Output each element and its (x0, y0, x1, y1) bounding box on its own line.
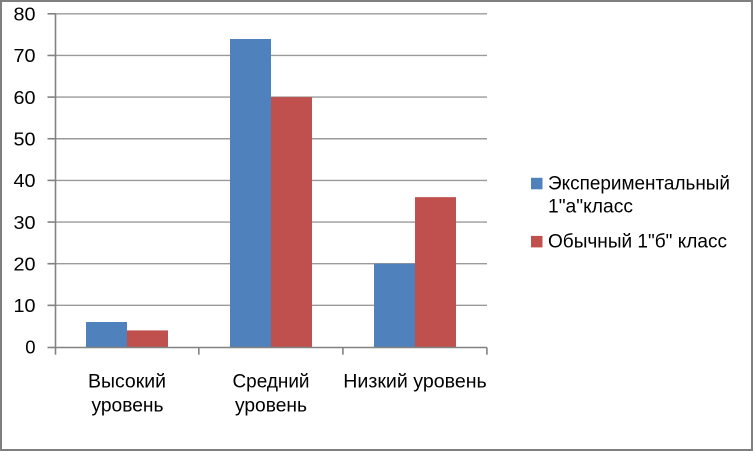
svg-text:Средний: Средний (233, 371, 310, 392)
svg-text:80: 80 (14, 4, 36, 25)
svg-text:60: 60 (14, 87, 36, 108)
svg-text:Высокий: Высокий (88, 371, 166, 392)
svg-text:30: 30 (14, 212, 36, 233)
svg-text:уровень: уровень (235, 396, 307, 417)
svg-text:70: 70 (14, 45, 36, 66)
svg-text:20: 20 (14, 253, 36, 274)
svg-text:0: 0 (25, 337, 35, 358)
svg-text:Обычный 1"б" класс: Обычный 1"б" класс (548, 232, 727, 253)
svg-text:Экспериментальный: Экспериментальный (548, 173, 730, 194)
svg-text:1"а"класс: 1"а"класс (548, 197, 633, 218)
svg-text:Низкий уровень: Низкий уровень (343, 371, 487, 392)
svg-text:10: 10 (14, 295, 36, 316)
svg-text:40: 40 (14, 170, 36, 191)
svg-text:уровень: уровень (92, 396, 164, 417)
svg-text:50: 50 (14, 128, 36, 149)
